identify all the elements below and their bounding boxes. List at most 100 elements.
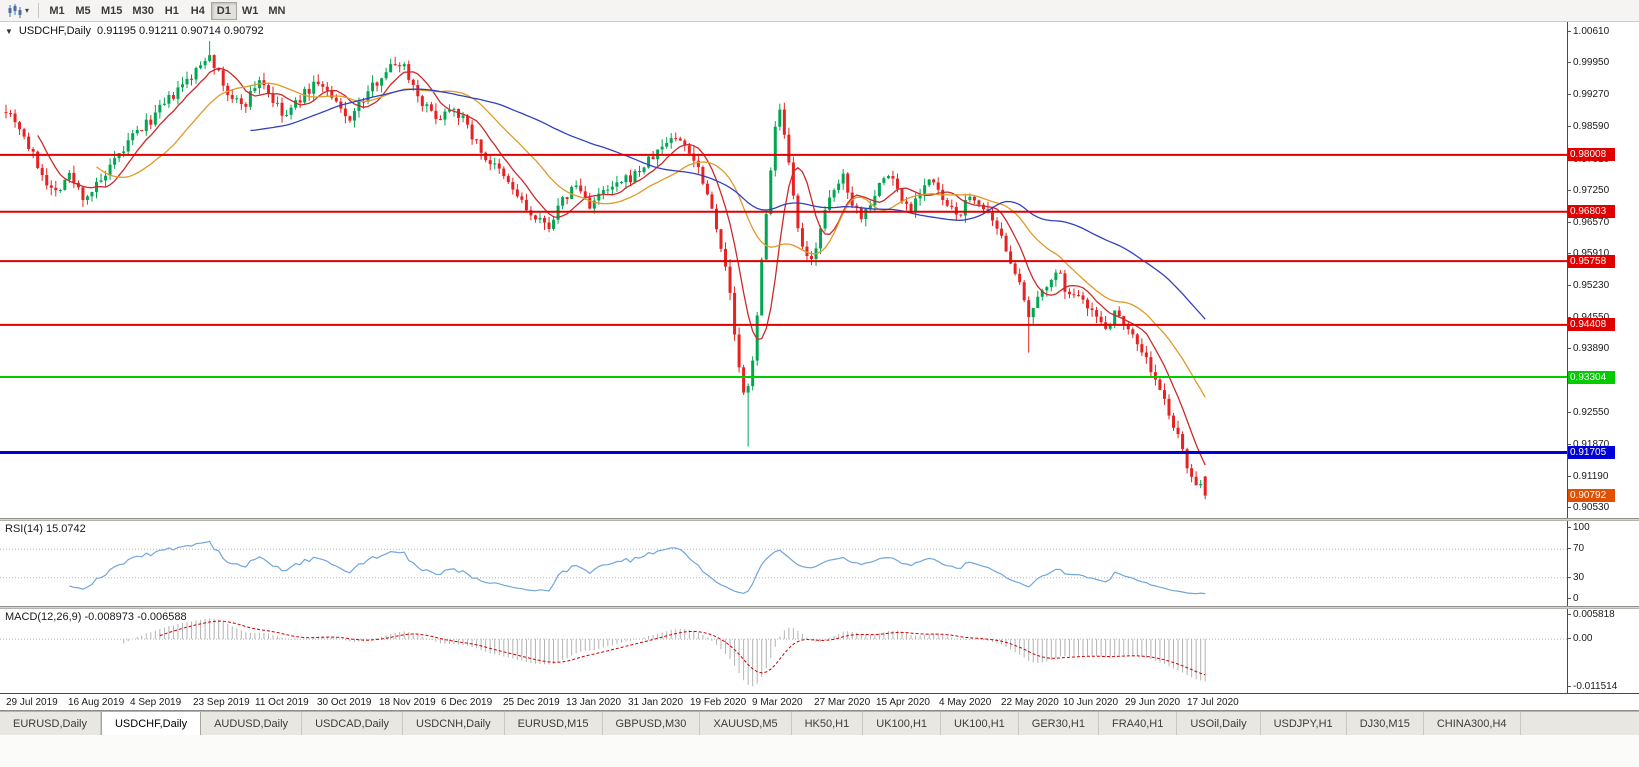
price-axis-label: 0.99270 — [1567, 89, 1610, 101]
price-axis-label: 0.95910 — [1567, 247, 1610, 259]
date-axis[interactable]: 29 Jul 2019 16 Aug 2019 4 Sep 2019 23 Sep 2… — [0, 693, 1639, 711]
main-chart-plot[interactable]: ▼ USDCHF,Daily 0.91195 0.91211 0.90714 0… — [0, 22, 1568, 518]
symbol-timeframe-label: USDCHF,Daily — [18, 25, 92, 37]
price-axis-label: 0.91190 — [1567, 470, 1609, 482]
macd-panel: MACD(12,26,9) -0.008973 -0.006588 0.0058… — [0, 609, 1639, 693]
date-axis-label: 30 Oct 2019 — [317, 697, 372, 708]
date-axis-label: 16 Aug 2019 — [68, 697, 125, 708]
timeframe-button-m30[interactable]: M30 — [127, 2, 158, 20]
price-axis[interactable]: 1.006100.999500.992700.985900.979100.972… — [1567, 22, 1639, 518]
chart-tabbar: EURUSD,Daily USDCHF,Daily AUDUSD,Daily USDC… — [0, 711, 1639, 735]
rsi-panel: RSI(14) 15.0742 100 70 30 0 — [0, 521, 1639, 606]
level-price-badge: 0.93304 — [1568, 370, 1615, 384]
date-axis-label: 31 Jan 2020 — [628, 697, 684, 708]
chart-tab-audusd-daily[interactable]: AUDUSD,Daily — [201, 712, 303, 735]
chart-tab-usdcad-daily[interactable]: USDCAD,Daily — [302, 712, 404, 735]
rsi-plot[interactable]: RSI(14) 15.0742 — [0, 521, 1568, 606]
level-price-badge: 0.91705 — [1568, 446, 1615, 459]
timeframe-button-h4[interactable]: H4 — [185, 2, 211, 20]
price-axis-label: 0.91870 — [1567, 438, 1610, 450]
chart-tab-xauusd-m5[interactable]: XAUUSD,M5 — [700, 712, 792, 735]
price-axis-label: 0.92550 — [1567, 406, 1610, 418]
chart-tab-hk50-h1[interactable]: HK50,H1 — [791, 712, 864, 735]
rsi-axis[interactable]: 100 70 30 0 — [1567, 521, 1639, 606]
charts-menu-button[interactable]: ▾ — [3, 2, 33, 20]
chart-tab-usdcnh-daily[interactable]: USDCNH,Daily — [403, 712, 505, 735]
level-price-badge: 0.96803 — [1568, 205, 1615, 219]
date-axis-label: 10 Jun 2020 — [1063, 697, 1119, 708]
chart-ohlc-header: ▼ USDCHF,Daily 0.91195 0.91211 0.90714 0… — [5, 25, 264, 37]
rsi-label: RSI(14) 15.0742 — [5, 523, 86, 535]
chart-tab-usoil-daily[interactable]: USOil,Daily — [1177, 712, 1261, 735]
date-axis-label: 27 Mar 2020 — [814, 697, 871, 708]
chart-tab-fra40-h1[interactable]: FRA40,H1 — [1098, 712, 1178, 735]
date-axis-label: 29 Jul 2019 — [6, 697, 58, 708]
date-axis-label: 29 Jun 2020 — [1125, 697, 1181, 708]
chart-tab-uk100-h1[interactable]: UK100,H1 — [863, 712, 942, 735]
toolbar-separator — [38, 3, 40, 18]
date-axis-label: 17 Jul 2020 — [1187, 697, 1239, 708]
macd-plot[interactable]: MACD(12,26,9) -0.008973 -0.006588 — [0, 609, 1568, 693]
timeframe-button-m5[interactable]: M5 — [70, 2, 96, 20]
timeframe-button-m15[interactable]: M15 — [96, 2, 127, 20]
panel-splitter[interactable] — [0, 606, 1639, 609]
chart-tab-china300-h4[interactable]: CHINA300,H4 — [1423, 712, 1521, 735]
macd-axis-label: 0.00 — [1567, 633, 1593, 645]
rsi-axis-label: 30 — [1567, 571, 1585, 583]
price-axis-label: 0.97250 — [1567, 184, 1610, 196]
macd-axis-label: -0.011514 — [1567, 681, 1618, 692]
price-axis-label: 1.00610 — [1567, 26, 1610, 37]
level-price-badge: 0.94408 — [1568, 318, 1615, 332]
timeframe-button-m1[interactable]: M1 — [44, 2, 70, 20]
chart-tab-eurusd-daily[interactable]: EURUSD,Daily — [0, 712, 101, 735]
rsi-chart[interactable] — [0, 521, 1567, 606]
chart-tab-eurusd-m15[interactable]: EURUSD,M15 — [504, 712, 603, 735]
chart-tab-dj30-m15[interactable]: DJ30,M15 — [1346, 712, 1424, 735]
candlestick-chart[interactable] — [0, 22, 1567, 518]
price-axis-label: 0.96570 — [1567, 216, 1610, 228]
macd-axis[interactable]: 0.005818 0.00 -0.011514 — [1567, 609, 1639, 693]
date-axis-label: 13 Jan 2020 — [566, 697, 622, 708]
date-axis-label: 19 Feb 2020 — [690, 697, 747, 708]
timeframe-toolbar: ▾ M1 M5 M15 M30 H1 H4 D1 W1 MN — [0, 0, 1639, 22]
status-bar — [0, 735, 1639, 767]
timeframe-button-h1[interactable]: H1 — [159, 2, 185, 20]
chart-tab-usdchf-daily[interactable]: USDCHF,Daily — [100, 712, 202, 735]
rsi-line — [69, 540, 1206, 595]
price-axis-label: 0.98590 — [1567, 121, 1610, 133]
timeframe-buttons: M1 M5 M15 M30 H1 H4 D1 W1 MN — [44, 1, 290, 20]
price-axis-label: 0.90530 — [1567, 502, 1610, 513]
rsi-axis-label: 0 — [1568, 593, 1579, 604]
date-axis-label: 25 Dec 2019 — [503, 697, 560, 708]
macd-label: MACD(12,26,9) -0.008973 -0.006588 — [5, 611, 187, 623]
chart-tab-uk100-h1[interactable]: UK100,H1 — [941, 712, 1019, 735]
date-axis-label: 9 Mar 2020 — [752, 697, 803, 708]
price-axis-label: 0.94550 — [1567, 313, 1609, 323]
date-axis-label: 6 Dec 2019 — [441, 697, 493, 708]
timeframe-button-w1[interactable]: W1 — [237, 2, 264, 20]
level-price-badge: 0.98008 — [1568, 148, 1615, 162]
level-price-badge: 0.95758 — [1568, 254, 1615, 268]
rsi-axis-label: 100 — [1568, 522, 1590, 533]
collapse-triangle-icon[interactable]: ▼ — [5, 26, 13, 36]
chart-tab-usdjpy-h1[interactable]: USDJPY,H1 — [1260, 712, 1347, 735]
macd-chart[interactable] — [0, 609, 1567, 693]
date-axis-label: 11 Oct 2019 — [255, 697, 309, 708]
price-axis-label: 0.95230 — [1567, 280, 1610, 292]
chart-tab-gbpusd-m30[interactable]: GBPUSD,M30 — [602, 712, 701, 735]
macd-axis-label: 0.005818 — [1568, 609, 1615, 620]
date-axis-label: 15 Apr 2020 — [876, 697, 930, 708]
timeframe-button-d1[interactable]: D1 — [210, 1, 237, 20]
date-axis-label: 22 May 2020 — [1001, 697, 1059, 708]
rsi-axis-label: 70 — [1567, 543, 1585, 555]
panel-splitter[interactable] — [0, 518, 1639, 521]
chart-tab-ger30-h1[interactable]: GER30,H1 — [1018, 712, 1099, 735]
main-chart-panel: ▼ USDCHF,Daily 0.91195 0.91211 0.90714 0… — [0, 22, 1639, 518]
date-axis-label: 18 Nov 2019 — [379, 697, 436, 708]
timeframe-button-mn[interactable]: MN — [263, 2, 290, 20]
price-axis-label: 0.93890 — [1567, 343, 1610, 355]
date-axis-label: 23 Sep 2019 — [193, 697, 250, 708]
candlestick-chart-icon — [8, 3, 22, 18]
ma-slow-line — [250, 88, 1206, 320]
